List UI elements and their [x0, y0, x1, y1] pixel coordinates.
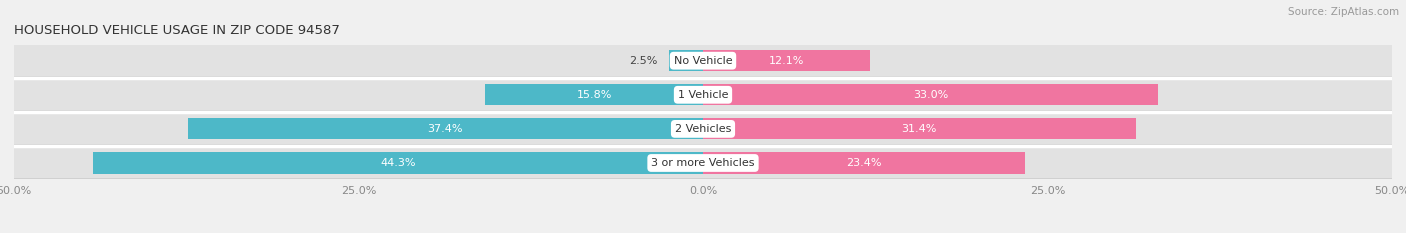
Bar	[14, 148, 1392, 178]
Bar	[14, 79, 1392, 111]
Bar	[187, 118, 703, 140]
Text: 44.3%: 44.3%	[380, 158, 416, 168]
Text: 1 Vehicle: 1 Vehicle	[678, 90, 728, 100]
Bar	[669, 50, 703, 71]
Text: 3 or more Vehicles: 3 or more Vehicles	[651, 158, 755, 168]
Text: 15.8%: 15.8%	[576, 90, 612, 100]
Bar	[14, 113, 1392, 145]
Text: No Vehicle: No Vehicle	[673, 56, 733, 66]
Text: 12.1%: 12.1%	[769, 56, 804, 66]
Bar	[14, 79, 1392, 110]
Bar	[14, 147, 1392, 179]
Text: 31.4%: 31.4%	[901, 124, 936, 134]
Bar	[14, 45, 1392, 77]
Text: Source: ZipAtlas.com: Source: ZipAtlas.com	[1288, 7, 1399, 17]
Bar	[703, 50, 870, 71]
Bar	[485, 84, 703, 105]
Bar	[14, 113, 1392, 144]
Bar	[14, 45, 1392, 76]
Bar	[703, 84, 1157, 105]
Bar	[703, 152, 1025, 174]
Text: 37.4%: 37.4%	[427, 124, 463, 134]
Text: 33.0%: 33.0%	[912, 90, 948, 100]
Text: 2.5%: 2.5%	[628, 56, 658, 66]
Text: 23.4%: 23.4%	[846, 158, 882, 168]
Bar	[93, 152, 703, 174]
Text: HOUSEHOLD VEHICLE USAGE IN ZIP CODE 94587: HOUSEHOLD VEHICLE USAGE IN ZIP CODE 9458…	[14, 24, 340, 37]
Text: 2 Vehicles: 2 Vehicles	[675, 124, 731, 134]
Bar	[703, 118, 1136, 140]
